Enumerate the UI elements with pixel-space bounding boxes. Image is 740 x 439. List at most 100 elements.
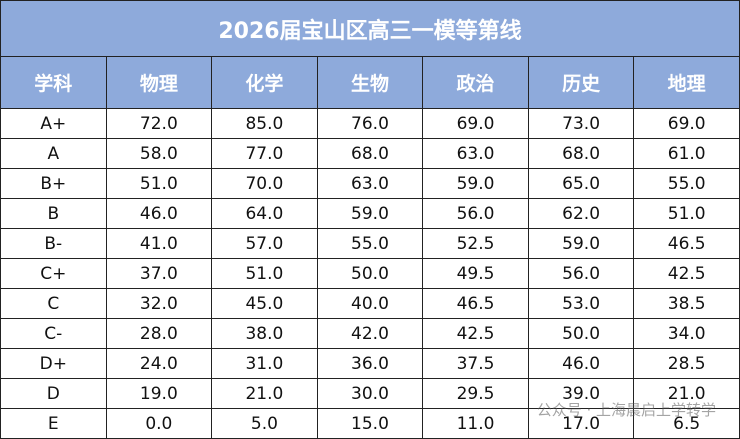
score-cell: 72.0 [105, 108, 213, 139]
score-cell: 77.0 [211, 138, 318, 169]
grade-label: B- [0, 228, 107, 259]
score-cell: 34.0 [633, 318, 740, 349]
table-row: D 19.0 21.0 30.0 29.5 39.0 21.0 [0, 378, 740, 409]
score-cell: 68.0 [527, 138, 635, 169]
score-cell: 46.5 [633, 228, 740, 259]
score-cell: 65.0 [527, 168, 635, 199]
column-header: 生物 [316, 56, 424, 109]
score-cell: 42.5 [422, 318, 529, 349]
table-row: B 46.0 64.0 59.0 56.0 62.0 51.0 [0, 198, 740, 229]
score-cell: 37.0 [105, 258, 213, 289]
score-cell: 50.0 [527, 318, 635, 349]
header-row: 学科 物理 化学 生物 政治 历史 地理 [0, 56, 740, 109]
score-cell: 46.0 [527, 348, 635, 379]
score-cell: 85.0 [211, 108, 318, 139]
score-cell: 42.0 [316, 318, 424, 349]
score-cell: 59.0 [316, 198, 424, 229]
score-cell: 21.0 [633, 378, 740, 409]
score-cell: 5.0 [211, 408, 318, 439]
score-cell: 63.0 [316, 168, 424, 199]
score-cell: 56.0 [422, 198, 529, 229]
table-row: C 32.0 45.0 40.0 46.5 53.0 38.5 [0, 288, 740, 319]
score-cell: 19.0 [105, 378, 213, 409]
column-header: 历史 [527, 56, 635, 109]
score-cell: 24.0 [105, 348, 213, 379]
score-cell: 31.0 [211, 348, 318, 379]
score-cell: 52.5 [422, 228, 529, 259]
score-cell: 45.0 [211, 288, 318, 319]
score-cell: 0.0 [105, 408, 213, 439]
score-cell: 32.0 [105, 288, 213, 319]
score-cell: 30.0 [316, 378, 424, 409]
score-cell: 51.0 [633, 198, 740, 229]
column-header: 政治 [422, 56, 529, 109]
grade-label: C [0, 288, 107, 319]
score-cell: 58.0 [105, 138, 213, 169]
score-cell: 38.5 [633, 288, 740, 319]
column-header: 学科 [0, 56, 107, 109]
score-cell: 46.0 [105, 198, 213, 229]
score-cell: 64.0 [211, 198, 318, 229]
grade-label: D+ [0, 348, 107, 379]
score-cell: 59.0 [527, 228, 635, 259]
table-row: C+ 37.0 51.0 50.0 49.5 56.0 42.5 [0, 258, 740, 289]
score-cell: 42.5 [633, 258, 740, 289]
table-row: D+ 24.0 31.0 36.0 37.5 46.0 28.5 [0, 348, 740, 379]
grade-label: B [0, 198, 107, 229]
score-cell: 51.0 [105, 168, 213, 199]
score-cell: 70.0 [211, 168, 318, 199]
table-row: B- 41.0 57.0 55.0 52.5 59.0 46.5 [0, 228, 740, 259]
score-cell: 57.0 [211, 228, 318, 259]
score-cell: 55.0 [316, 228, 424, 259]
score-cell: 41.0 [105, 228, 213, 259]
grade-label: A+ [0, 108, 107, 139]
score-cell: 59.0 [422, 168, 529, 199]
table-title: 2026届宝山区高三一模等第线 [0, 0, 740, 57]
table-row: E 0.0 5.0 15.0 11.0 17.0 6.5 [0, 408, 740, 439]
score-cell: 21.0 [211, 378, 318, 409]
score-cell: 73.0 [527, 108, 635, 139]
score-cell: 37.5 [422, 348, 529, 379]
grade-label: A [0, 138, 107, 169]
table-row: A+ 72.0 85.0 76.0 69.0 73.0 69.0 [0, 108, 740, 139]
table-row: C- 28.0 38.0 42.0 42.5 50.0 34.0 [0, 318, 740, 349]
score-cell: 39.0 [527, 378, 635, 409]
grade-label: C+ [0, 258, 107, 289]
score-cell: 63.0 [422, 138, 529, 169]
score-cell: 56.0 [527, 258, 635, 289]
score-cell: 28.5 [633, 348, 740, 379]
column-header: 物理 [105, 56, 213, 109]
score-cell: 69.0 [633, 108, 740, 139]
score-cell: 6.5 [633, 408, 740, 439]
score-cell: 69.0 [422, 108, 529, 139]
table-body: A+ 72.0 85.0 76.0 69.0 73.0 69.0 A 58.0 77.0 68.0 6… [0, 108, 740, 439]
column-header: 化学 [211, 56, 318, 109]
score-cell: 53.0 [527, 288, 635, 319]
table-row: A 58.0 77.0 68.0 63.0 68.0 61.0 [0, 138, 740, 169]
score-cell: 40.0 [316, 288, 424, 319]
score-cell: 17.0 [527, 408, 635, 439]
score-cell: 28.0 [105, 318, 213, 349]
score-cell: 46.5 [422, 288, 529, 319]
score-cell: 62.0 [527, 198, 635, 229]
score-cell: 55.0 [633, 168, 740, 199]
score-cell: 51.0 [211, 258, 318, 289]
score-cell: 36.0 [316, 348, 424, 379]
grade-label: E [0, 408, 107, 439]
score-cell: 50.0 [316, 258, 424, 289]
grade-label: B+ [0, 168, 107, 199]
score-cell: 76.0 [316, 108, 424, 139]
score-cell: 61.0 [633, 138, 740, 169]
score-cell: 29.5 [422, 378, 529, 409]
score-cell: 38.0 [211, 318, 318, 349]
score-cell: 11.0 [422, 408, 529, 439]
score-cell: 15.0 [316, 408, 424, 439]
grade-label: C- [0, 318, 107, 349]
column-header: 地理 [633, 56, 740, 109]
score-cell: 49.5 [422, 258, 529, 289]
grade-label: D [0, 378, 107, 409]
table-row: B+ 51.0 70.0 63.0 59.0 65.0 55.0 [0, 168, 740, 199]
score-cell: 68.0 [316, 138, 424, 169]
